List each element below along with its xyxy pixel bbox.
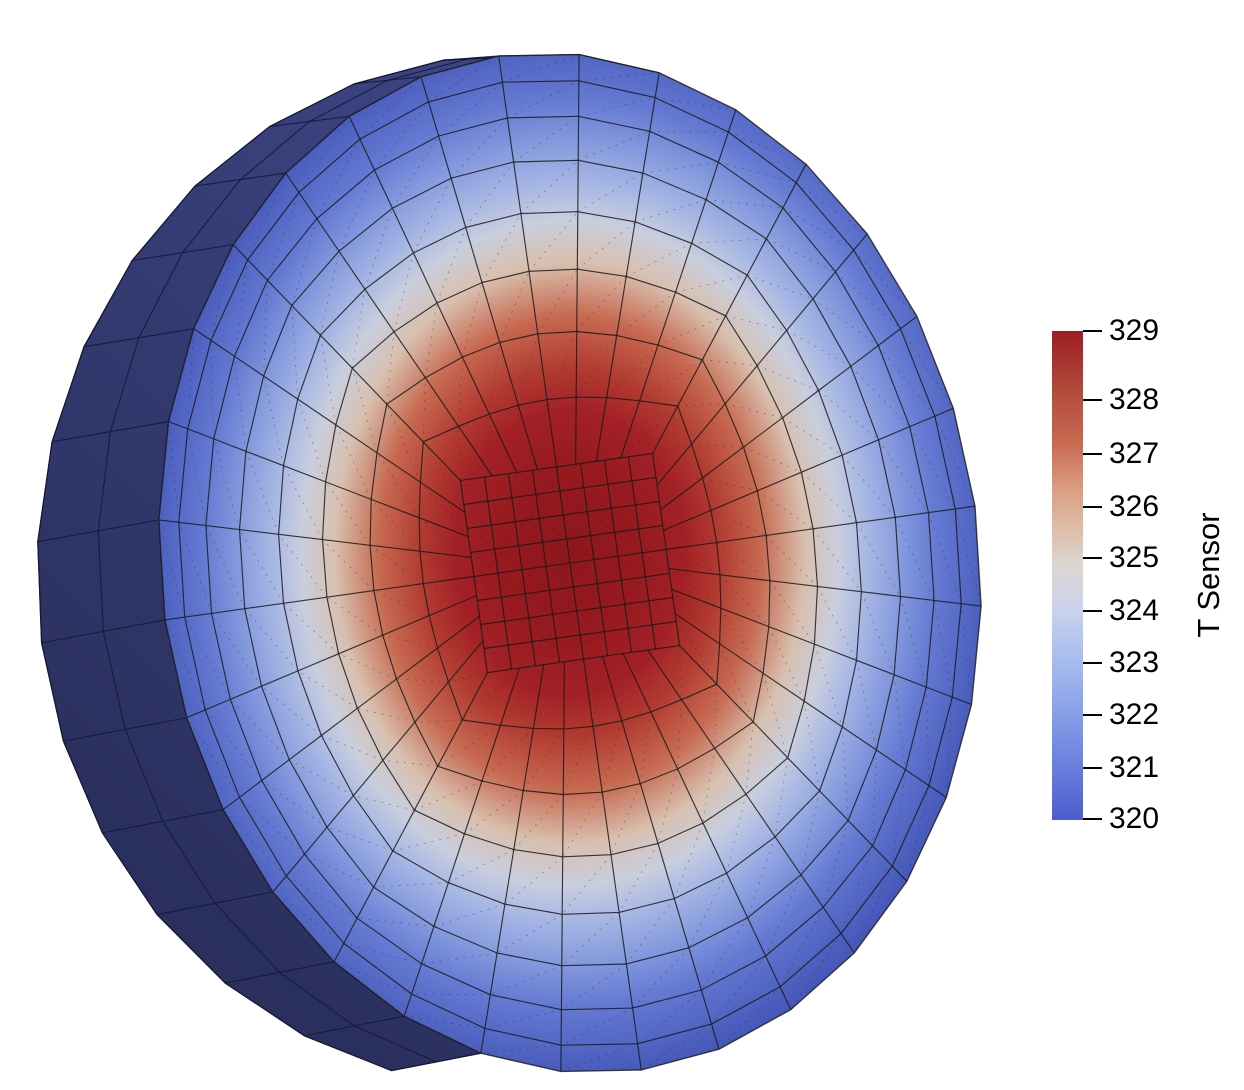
- colorbar-tick-label: 328: [1109, 382, 1160, 416]
- colorbar-tick: [1083, 330, 1102, 332]
- colorbar-tick: [1083, 452, 1102, 455]
- colorbar-tick-label: 324: [1109, 594, 1160, 627]
- colorbar-tick-label: 322: [1109, 698, 1160, 731]
- colorbar-title: T Sensor: [1191, 512, 1226, 638]
- colorbar-tick: [1083, 506, 1102, 509]
- colorbar-tick: [1083, 556, 1102, 559]
- colorbar-tick: [1083, 714, 1102, 716]
- colorbar-tick-label: 325: [1109, 540, 1160, 574]
- colorbar-tick-label: 326: [1109, 490, 1160, 524]
- colorbar-tick: [1083, 398, 1102, 401]
- mesh-edges: [158, 53, 982, 1073]
- colorbar-tick-label: 321: [1109, 751, 1160, 785]
- colorbar-tick-label: 320: [1109, 802, 1160, 836]
- colorbar-tick-label: 327: [1109, 436, 1160, 470]
- colorbar-tick-label: 329: [1109, 314, 1160, 347]
- colorbar-tick: [1083, 818, 1102, 821]
- triangulation-edges: [158, 54, 982, 1072]
- colorbar-tick: [1083, 662, 1102, 665]
- colorbar-tick-label: 323: [1109, 646, 1160, 680]
- colorbar-gradient: [1052, 331, 1083, 820]
- colorbar-tick: [1083, 610, 1102, 612]
- colorbar-tick: [1083, 767, 1102, 770]
